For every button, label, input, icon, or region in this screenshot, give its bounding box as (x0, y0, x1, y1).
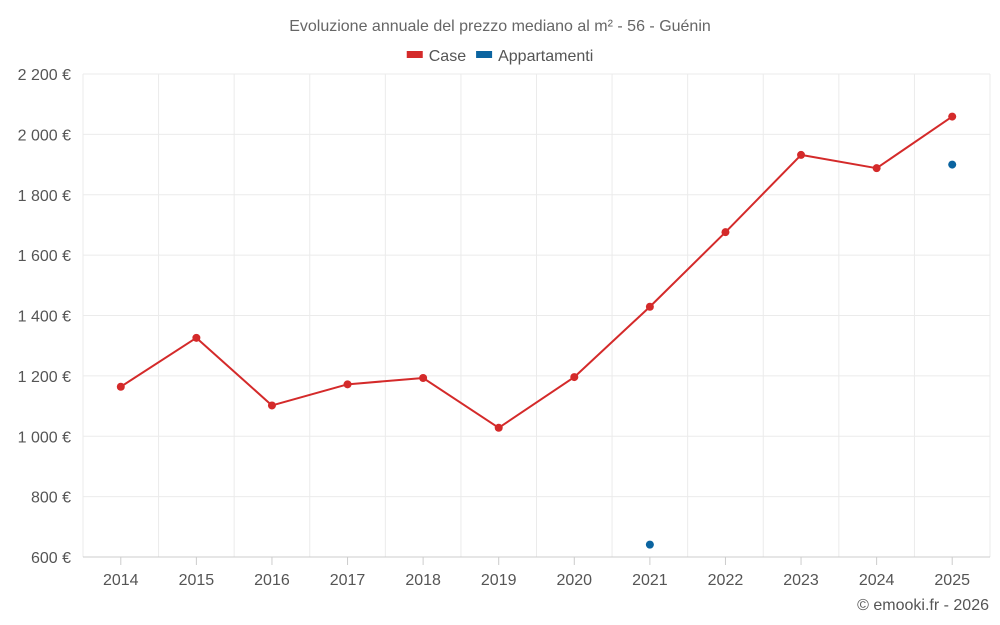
x-tick-label: 2018 (405, 572, 441, 589)
data-point[interactable] (267, 401, 276, 410)
y-tick-label: 2 000 € (18, 127, 71, 144)
legend-swatch (406, 51, 423, 58)
data-point[interactable] (645, 302, 654, 311)
legend-item-case[interactable]: Case (406, 48, 466, 65)
x-tick-label: 2019 (481, 572, 517, 589)
series-appartamenti[interactable] (645, 160, 957, 549)
y-tick-label: 1 800 € (18, 188, 71, 205)
grid (82, 73, 991, 558)
x-tick-label: 2021 (632, 572, 668, 589)
y-tick-label: 600 € (31, 550, 71, 567)
data-point[interactable] (797, 150, 806, 159)
series-line[interactable] (120, 115, 953, 429)
legend-swatch (476, 51, 493, 58)
data-point[interactable] (343, 380, 352, 389)
legend-label: Appartamenti (498, 48, 593, 65)
legend-label: Case (429, 48, 466, 65)
x-tick-label: 2016 (254, 572, 290, 589)
y-tick-label: 1 000 € (18, 429, 71, 446)
x-tick-label: 2025 (934, 572, 970, 589)
y-tick-label: 1 400 € (18, 309, 71, 326)
chart-title: Evoluzione annuale del prezzo mediano al… (289, 18, 711, 35)
x-tick-label: 2020 (556, 572, 592, 589)
x-tick-label: 2023 (783, 572, 819, 589)
data-point[interactable] (116, 382, 125, 391)
legend-item-appartamenti[interactable]: Appartamenti (476, 48, 593, 65)
y-tick-label: 1 600 € (18, 248, 71, 265)
axes: 600 € 800 € 1 000 € 1 200 € 1 400 € 1 600 € 1 … (18, 67, 990, 589)
data-point[interactable] (419, 373, 428, 382)
x-tick-label: 2017 (330, 572, 366, 589)
x-tick-label: 2014 (103, 572, 139, 589)
data-point[interactable] (192, 333, 201, 342)
y-tick-label: 800 € (31, 490, 71, 507)
series-layer (116, 112, 957, 549)
data-point[interactable] (494, 423, 503, 432)
data-point[interactable] (948, 160, 957, 169)
x-tick-label: 2024 (859, 572, 895, 589)
y-tick-label: 1 200 € (18, 369, 71, 386)
series-case[interactable] (116, 112, 957, 432)
data-point[interactable] (645, 540, 654, 549)
legend: Case Appartamenti (406, 48, 593, 65)
y-tick-label: 2 200 € (18, 67, 71, 84)
credits[interactable]: © emooki.fr - 2026 (857, 597, 989, 614)
data-point[interactable] (721, 228, 730, 237)
x-tick-label: 2022 (708, 572, 744, 589)
data-point[interactable] (570, 373, 579, 382)
data-point[interactable] (948, 112, 957, 121)
x-tick-label: 2015 (179, 572, 215, 589)
data-point[interactable] (872, 164, 881, 173)
